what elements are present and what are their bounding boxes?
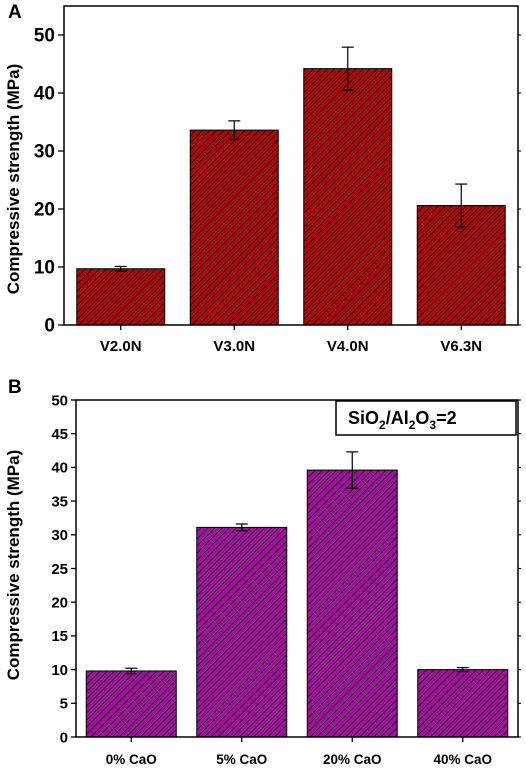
- bar-b-4: [417, 669, 509, 738]
- x-tick-label-b: 20% CaO: [323, 752, 382, 767]
- y-tick-label-b: 20: [51, 594, 68, 611]
- bar-b-3: [306, 469, 398, 738]
- y-tick-label-a: 20: [34, 200, 55, 221]
- plot-frame-a: [63, 5, 519, 326]
- panel-label-a: A: [8, 2, 22, 23]
- x-tick-label-a: V2.0N: [100, 338, 142, 355]
- chart-panel-b: B Compressive strength (MPa) 0 5 10 15 20 25 3…: [4, 377, 521, 767]
- x-tick-label-a: V4.0N: [327, 338, 369, 355]
- error-bar-b-4: [456, 666, 469, 673]
- bar-a-2: [189, 129, 279, 326]
- error-bar-b-3: [346, 451, 359, 489]
- bar-a-3: [303, 68, 393, 326]
- y-tick-label-a: 10: [34, 258, 55, 279]
- y-tick-label-b: 40: [51, 460, 68, 477]
- x-tick-label-b: 0% CaO: [106, 752, 157, 767]
- y-tick-label-a: 30: [34, 142, 55, 163]
- y-tick-label-b: 45: [51, 426, 68, 443]
- y-tick-label-b: 30: [51, 527, 68, 544]
- y-tick-label-a: 40: [34, 84, 55, 105]
- bar-a-1: [76, 268, 166, 326]
- x-tick-label-a: V3.0N: [213, 338, 255, 355]
- y-tick-label-b: 0: [60, 729, 68, 746]
- y-tick-label-b: 5: [60, 696, 68, 713]
- y-axis-title-b: Compressive strength (MPa): [4, 450, 23, 681]
- annotation-text: SiO2/Al2O3=2: [348, 408, 457, 432]
- bar-b-1: [85, 670, 177, 738]
- y-tick-label-b: 50: [51, 392, 68, 409]
- bar-b-2: [196, 526, 288, 738]
- y-tick-label-b: 35: [51, 493, 68, 510]
- y-tick-label-a: 0: [44, 316, 55, 337]
- error-bar-a-1: [114, 265, 127, 272]
- x-tick-label-b: 5% CaO: [216, 752, 267, 767]
- y-tick-label-a: 50: [34, 26, 55, 47]
- y-tick-label-b: 10: [51, 662, 68, 679]
- panel-label-b: B: [8, 377, 22, 398]
- chart-panel-a: A Compressive strength (MPa) 0 10 20 30 40 50…: [4, 2, 521, 355]
- error-bar-a-3: [341, 46, 354, 91]
- y-tick-label-b: 15: [51, 628, 68, 645]
- y-axis-title-a: Compressive strength (MPa): [4, 64, 23, 295]
- x-tick-label-b: 40% CaO: [433, 752, 492, 767]
- annotation-box: [335, 400, 517, 436]
- error-bar-b-2: [235, 523, 248, 532]
- error-bar-a-2: [228, 120, 241, 140]
- error-bar-b-1: [125, 667, 138, 675]
- error-bar-a-4: [455, 183, 468, 228]
- y-tick-label-b: 25: [51, 561, 68, 578]
- x-tick-label-a: V6.3N: [440, 338, 482, 355]
